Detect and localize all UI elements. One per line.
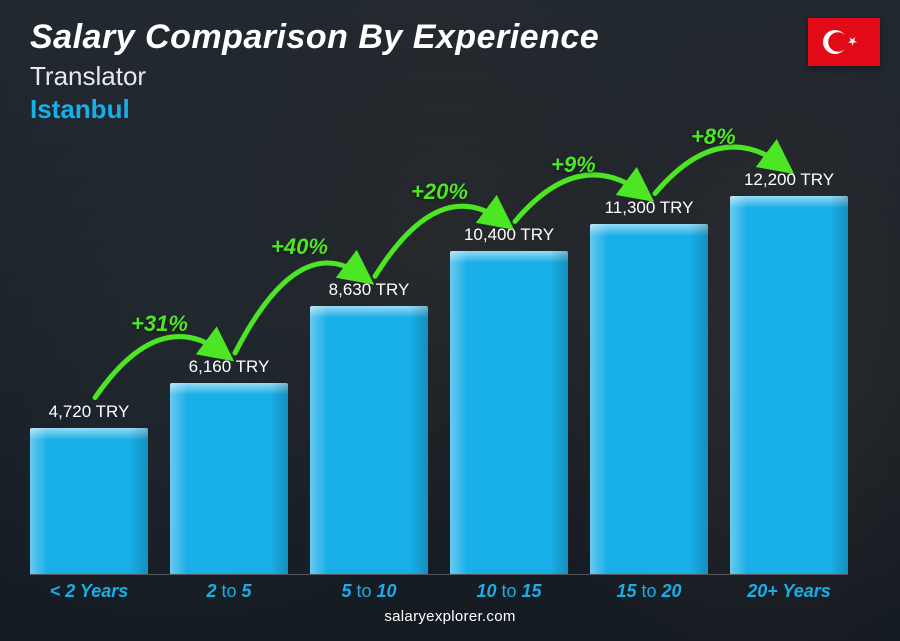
- bar-value-label: 8,630 TRY: [329, 280, 410, 300]
- bar-value-label: 10,400 TRY: [464, 225, 554, 245]
- bar: [730, 196, 848, 574]
- bar: [590, 224, 708, 574]
- growth-pct-label: +20%: [411, 179, 468, 205]
- bar-column: 11,300 TRY: [590, 198, 708, 574]
- bar-value-label: 12,200 TRY: [744, 170, 834, 190]
- bar-column: 8,630 TRY: [310, 280, 428, 574]
- bar-column: 12,200 TRY: [730, 170, 848, 574]
- chart-location: Istanbul: [30, 94, 870, 125]
- x-axis: < 2 Years 2 to 5 5 to 10 10 to 15 15 to 20 20…: [30, 574, 848, 608]
- chart-title: Salary Comparison By Experience: [30, 18, 870, 57]
- turkey-flag-icon: [808, 18, 880, 66]
- x-tick-label: < 2 Years: [30, 575, 148, 608]
- bar-value-label: 4,720 TRY: [49, 402, 130, 422]
- chart-area: 4,720 TRY 6,160 TRY 8,630 TRY 10,400 TRY 11,…: [30, 135, 848, 608]
- bar: [170, 383, 288, 574]
- bar-column: 10,400 TRY: [450, 225, 568, 574]
- growth-pct-label: +31%: [131, 311, 188, 337]
- x-tick-label: 20+ Years: [730, 575, 848, 608]
- bar: [310, 306, 428, 574]
- bar-column: 6,160 TRY: [170, 357, 288, 574]
- bar: [450, 251, 568, 574]
- x-tick-label: 5 to 10: [310, 575, 428, 608]
- chart-container: Salary Comparison By Experience Translat…: [0, 0, 900, 641]
- bar: [30, 428, 148, 574]
- country-flag: [808, 18, 880, 66]
- bar-column: 4,720 TRY: [30, 402, 148, 574]
- x-tick-label: 2 to 5: [170, 575, 288, 608]
- footer-attribution: salaryexplorer.com: [30, 608, 870, 629]
- bar-value-label: 11,300 TRY: [605, 198, 694, 218]
- chart-subtitle: Translator: [30, 61, 870, 92]
- growth-pct-label: +8%: [691, 124, 736, 150]
- growth-pct-label: +40%: [271, 234, 328, 260]
- x-tick-label: 10 to 15: [450, 575, 568, 608]
- x-tick-label: 15 to 20: [590, 575, 708, 608]
- growth-pct-label: +9%: [551, 152, 596, 178]
- bar-value-label: 6,160 TRY: [189, 357, 270, 377]
- header: Salary Comparison By Experience Translat…: [30, 18, 870, 125]
